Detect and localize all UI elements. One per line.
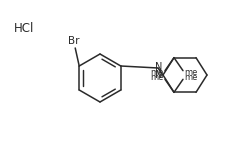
Text: HCl: HCl bbox=[14, 22, 34, 35]
Text: N: N bbox=[155, 62, 163, 72]
Text: N: N bbox=[155, 70, 162, 80]
Text: me: me bbox=[151, 73, 164, 82]
Text: me: me bbox=[151, 68, 164, 77]
Text: me: me bbox=[184, 68, 197, 77]
Text: me: me bbox=[184, 73, 197, 82]
Text: Br: Br bbox=[68, 36, 80, 46]
